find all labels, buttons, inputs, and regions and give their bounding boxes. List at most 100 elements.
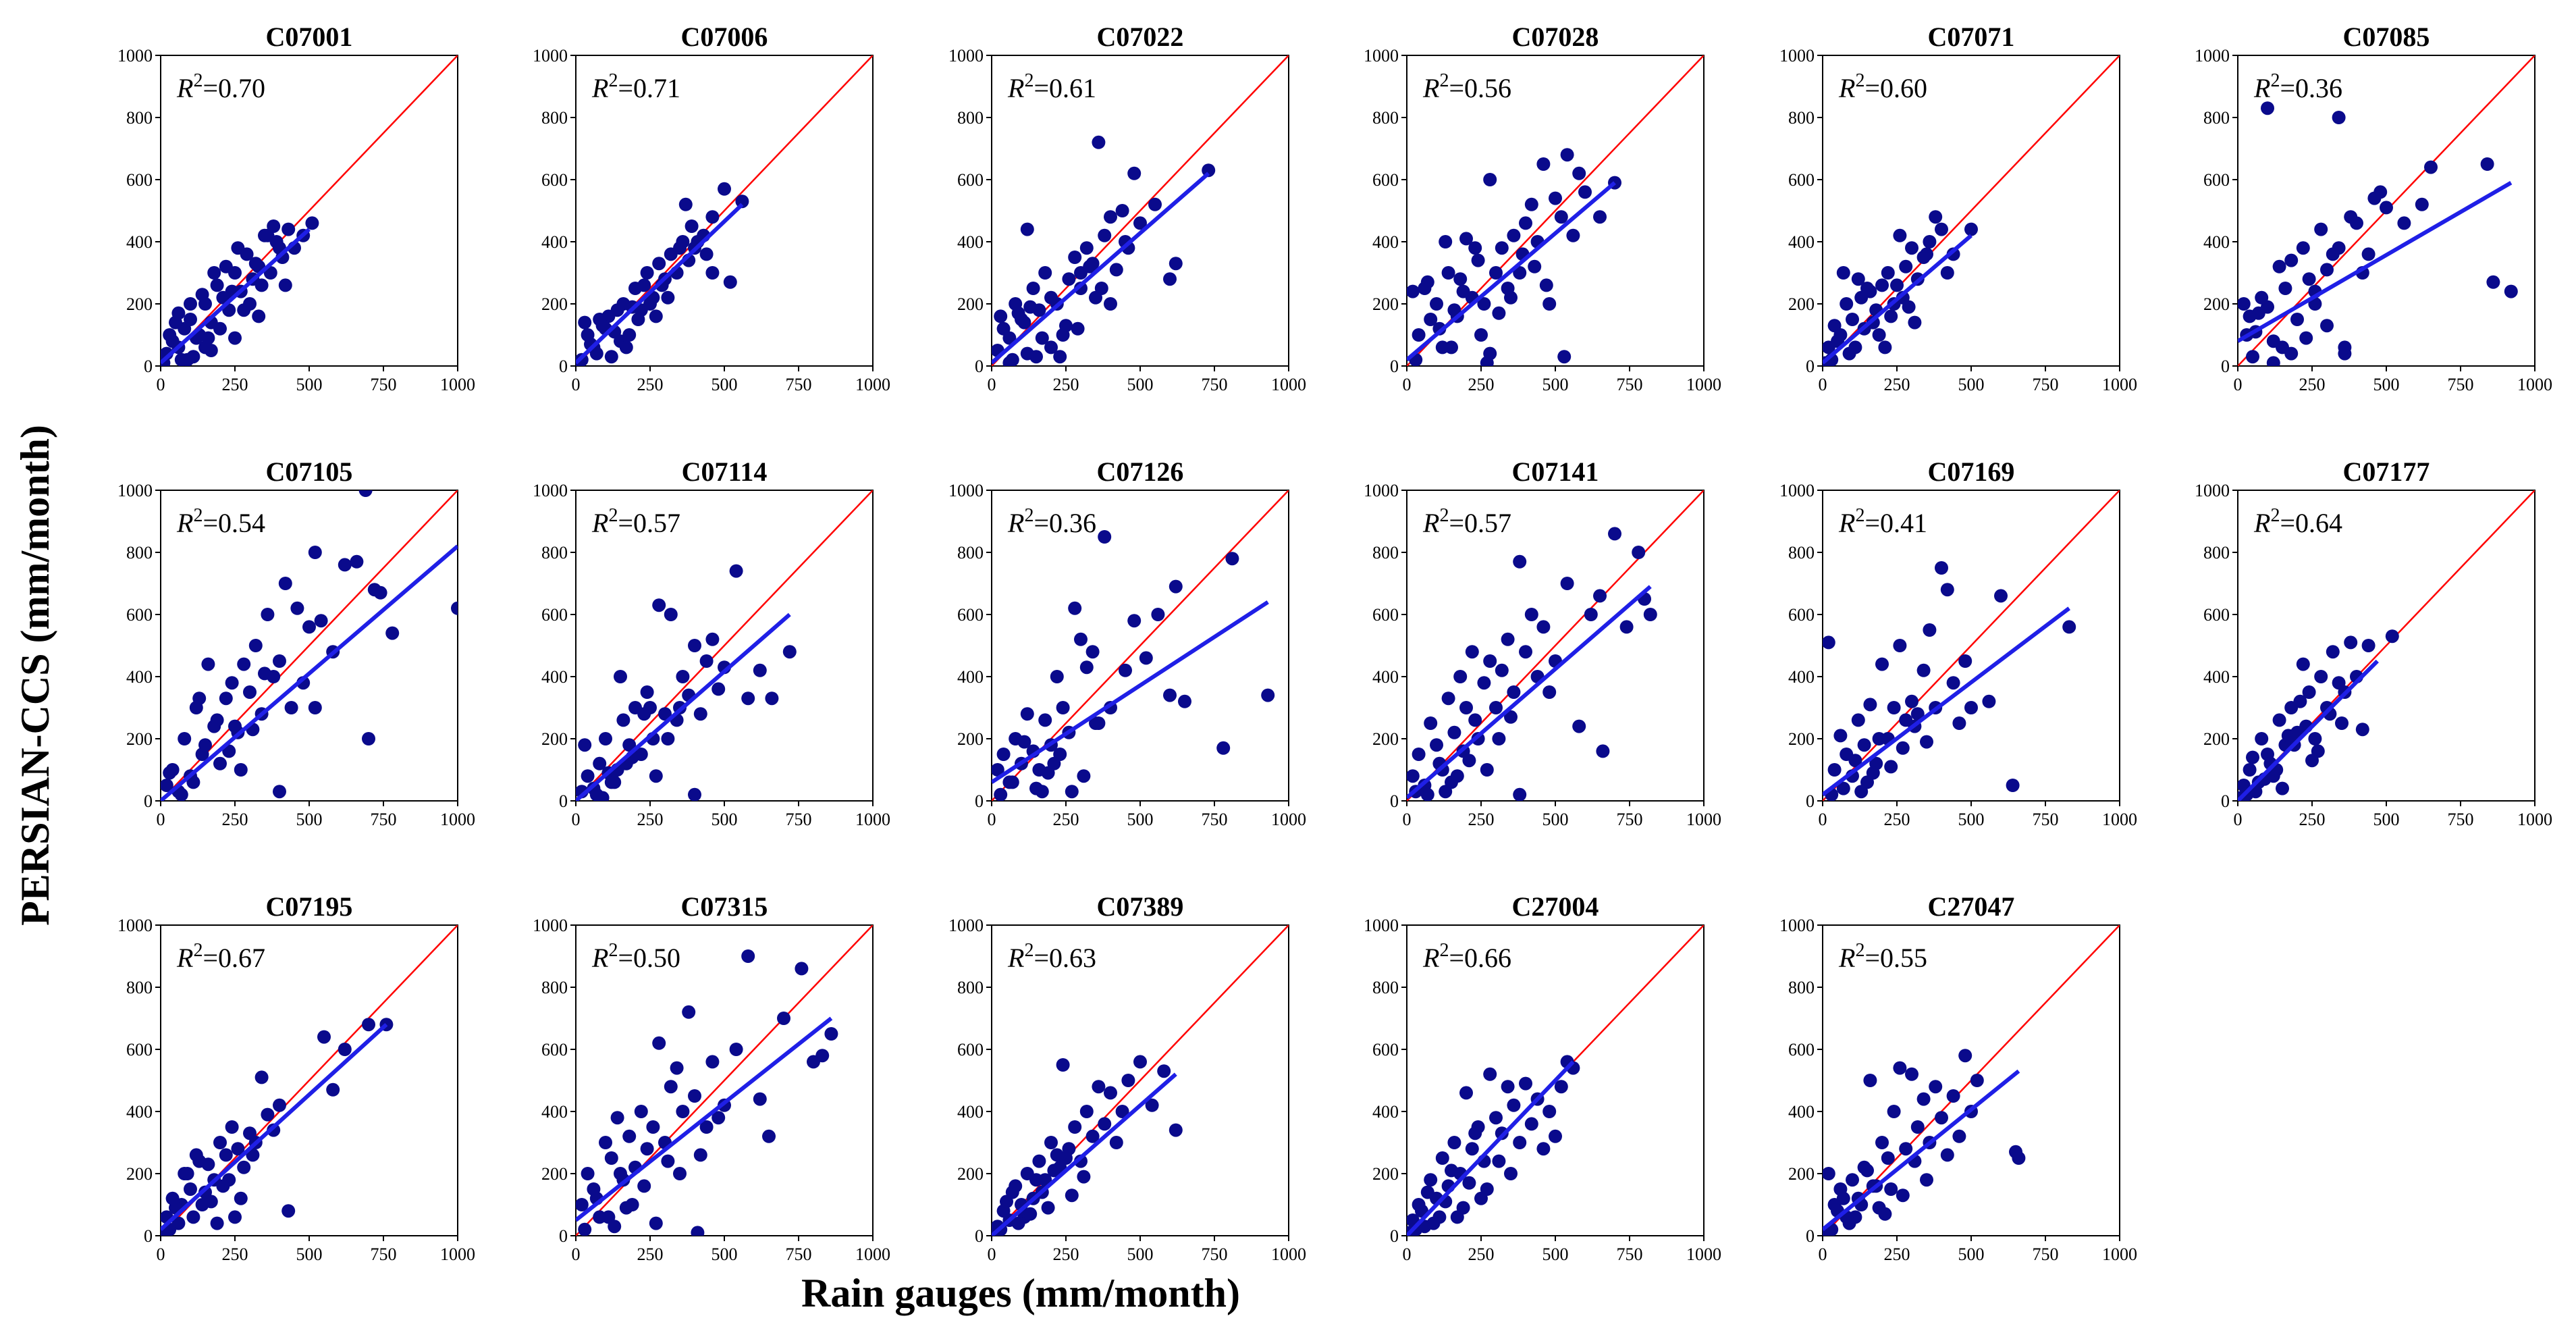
x-tick-label: 750 — [2448, 810, 2474, 829]
data-point — [1899, 1142, 1913, 1156]
fit-line — [1407, 181, 1616, 362]
x-tick-label: 0 — [1403, 375, 1412, 394]
data-point — [1836, 266, 1850, 280]
data-point — [729, 564, 743, 578]
data-point — [676, 1105, 690, 1118]
data-point — [186, 1210, 200, 1224]
data-point — [1902, 300, 1916, 314]
x-tick-label: 1000 — [1686, 810, 1721, 829]
data-point — [1115, 1105, 1129, 1118]
data-point — [1020, 707, 1034, 721]
data-point — [705, 266, 720, 280]
data-point — [1994, 589, 2008, 603]
data-point — [174, 352, 188, 366]
y-tick-label: 400 — [1372, 667, 1399, 687]
data-point — [762, 1129, 776, 1143]
data-point — [1059, 319, 1073, 333]
data-point — [1875, 278, 1889, 292]
fit-line — [2238, 181, 2513, 343]
y-tick-label: 400 — [126, 232, 153, 252]
data-point — [1083, 259, 1097, 273]
data-point — [273, 785, 286, 799]
data-point — [1899, 259, 1913, 273]
data-point — [305, 216, 319, 230]
data-point — [1216, 741, 1231, 755]
data-point — [1905, 241, 1918, 255]
x-tick-label: 750 — [2033, 810, 2059, 829]
data-point — [640, 685, 654, 699]
data-point — [1085, 645, 1100, 659]
x-tick-label: 0 — [988, 375, 996, 394]
data-point — [1831, 334, 1844, 348]
data-point — [1002, 331, 1017, 345]
data-point — [1513, 554, 1527, 569]
identity-line — [1407, 490, 1704, 801]
data-point — [637, 1179, 651, 1193]
y-tick-label: 600 — [1788, 1040, 1815, 1059]
y-tick-label: 200 — [957, 729, 984, 749]
data-point — [693, 707, 707, 721]
data-point — [2338, 340, 2352, 355]
data-point — [1445, 1163, 1458, 1178]
panel-title: C07022 — [1097, 22, 1184, 52]
data-point — [1038, 713, 1052, 727]
data-point — [338, 558, 352, 572]
x-tick-label: 500 — [1958, 810, 1985, 829]
data-point — [1468, 1126, 1482, 1141]
data-point — [362, 732, 375, 745]
data-point — [1133, 1055, 1147, 1069]
x-tick-label: 500 — [296, 1245, 323, 1264]
data-point — [688, 639, 701, 652]
data-point — [195, 288, 209, 302]
data-point — [1169, 257, 1183, 271]
data-point — [1846, 1173, 1859, 1187]
data-point — [210, 713, 224, 727]
data-point — [1420, 275, 1434, 289]
y-tick-label: 0 — [1390, 1226, 1399, 1246]
data-point — [652, 598, 666, 612]
data-point — [1549, 191, 1562, 205]
y-tick-label: 1000 — [533, 481, 568, 500]
data-point — [1833, 729, 1848, 743]
data-point — [1465, 1142, 1479, 1156]
x-tick-label: 250 — [1053, 375, 1079, 394]
data-point — [1468, 713, 1482, 727]
x-tick-label: 250 — [1884, 1245, 1910, 1264]
y-tick-label: 400 — [957, 667, 984, 687]
data-point — [1946, 676, 1960, 690]
data-point — [1923, 623, 1937, 637]
data-point — [1910, 1120, 1925, 1134]
data-point — [1441, 691, 1455, 706]
data-point — [2320, 319, 2334, 333]
data-point — [599, 732, 612, 745]
y-tick-label: 600 — [126, 170, 153, 190]
r-squared-label: R2=0.56 — [1422, 70, 1511, 103]
data-point — [1094, 282, 1108, 295]
x-tick-label: 0 — [2234, 375, 2243, 394]
points-group — [161, 216, 319, 366]
data-point — [2266, 356, 2280, 366]
data-point — [1157, 1064, 1171, 1078]
data-point — [2305, 754, 2319, 768]
data-point — [290, 601, 304, 615]
data-point — [1109, 1136, 1123, 1149]
x-tick-label: 500 — [1127, 375, 1154, 394]
x-tick-label: 750 — [2033, 1245, 2059, 1264]
data-point — [1163, 688, 1177, 702]
data-point — [1041, 1201, 1055, 1215]
data-point — [1952, 1129, 1966, 1143]
data-point — [1038, 266, 1052, 280]
scatter-panel: 0 250 500 750 1000 0 200 400 600 800 1000 C07169R2=… — [1779, 456, 2137, 829]
data-point — [2278, 282, 2292, 295]
data-point — [219, 1148, 233, 1162]
data-point — [2281, 729, 2295, 743]
r-squared-label: R2=0.57 — [1422, 505, 1511, 538]
data-point — [373, 585, 387, 600]
y-tick-label: 200 — [541, 1164, 568, 1184]
scatter-panel: 0 250 500 750 1000 0 200 400 600 800 1000 C07177R2=… — [2195, 456, 2552, 829]
y-tick-label: 200 — [126, 1164, 153, 1184]
data-point — [992, 763, 1004, 777]
data-point — [673, 1167, 687, 1180]
data-point — [1026, 282, 1040, 295]
data-point — [207, 266, 221, 280]
